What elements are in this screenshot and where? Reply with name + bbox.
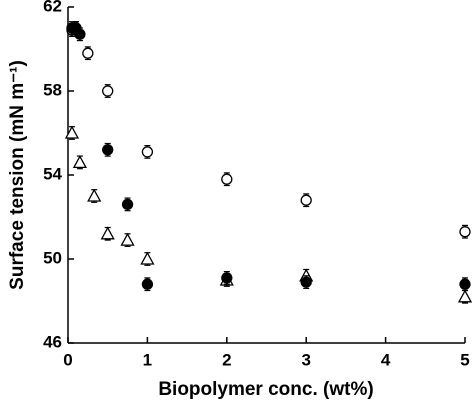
x-tick-label: 4: [381, 350, 391, 369]
y-tick-label: 46: [43, 332, 62, 351]
point: [72, 155, 88, 169]
point: [82, 47, 94, 59]
point: [141, 278, 154, 290]
y-tick-label: 62: [43, 0, 62, 15]
point: [300, 194, 312, 206]
point: [221, 272, 233, 284]
y-axis-label: Surface tension (mN m⁻¹): [7, 60, 28, 290]
point: [300, 276, 312, 288]
point: [100, 226, 115, 240]
point: [459, 226, 471, 238]
x-tick-label: 1: [143, 350, 152, 369]
point: [141, 146, 154, 158]
point: [64, 125, 80, 139]
y-tick-label: 58: [43, 80, 62, 99]
point: [74, 28, 86, 40]
point: [221, 173, 233, 185]
point: [457, 289, 473, 303]
point: [102, 85, 114, 97]
point: [120, 232, 135, 246]
point: [459, 278, 471, 290]
point: [87, 188, 102, 202]
x-tick-label: 5: [460, 350, 469, 369]
x-tick-label: 2: [222, 350, 231, 369]
point: [121, 198, 134, 211]
x-axis-label: Biopolymer conc. (wt%): [158, 379, 373, 400]
x-tick-label: 3: [301, 350, 310, 369]
point: [140, 251, 155, 265]
point: [102, 144, 114, 156]
x-tick-label: 0: [63, 350, 72, 369]
y-tick-label: 50: [43, 248, 62, 267]
y-tick-label: 54: [43, 164, 62, 183]
